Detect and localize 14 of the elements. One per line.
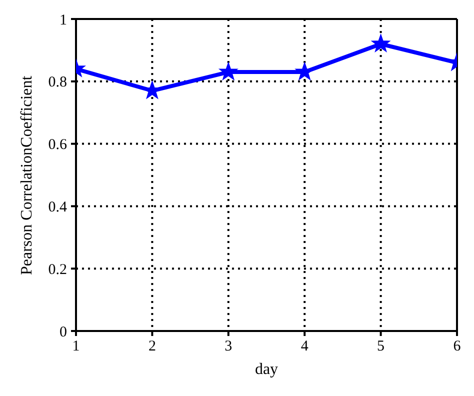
- x-axis-title: day: [254, 361, 278, 378]
- x-tick-label: 3: [224, 338, 232, 355]
- y-tick-label: 0.2: [48, 262, 67, 278]
- x-tick-label: 6: [453, 338, 462, 355]
- y-tick-label: 0.8: [48, 74, 67, 91]
- y-tick-label: 0.4: [48, 200, 68, 216]
- x-tick-label: 5: [377, 338, 385, 355]
- y-tick-label: 0: [60, 324, 67, 340]
- y-tick-label: 1: [60, 12, 67, 28]
- x-tick-label: 1: [72, 338, 80, 355]
- y-axis-title: Pearson CorrelationCoefficient: [18, 75, 36, 275]
- y-tick-label: 0.6: [48, 137, 68, 154]
- x-tick-label: 4: [300, 338, 309, 355]
- x-tick-label: 2: [148, 338, 156, 355]
